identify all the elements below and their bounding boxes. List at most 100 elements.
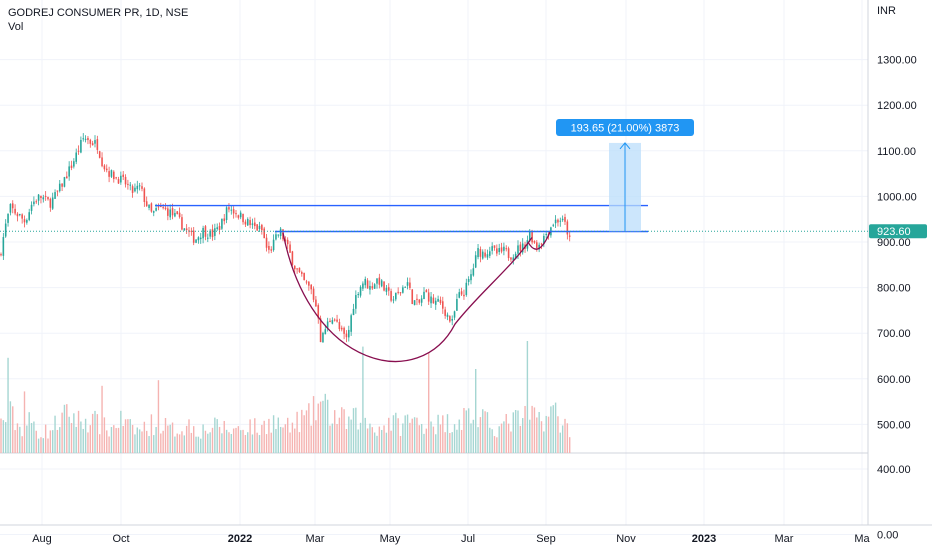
candle-body <box>467 279 470 282</box>
candle-body <box>68 166 70 177</box>
candle-body <box>395 292 397 300</box>
volume-bar <box>63 404 66 453</box>
volume-bar <box>496 437 498 453</box>
candle-body <box>145 201 148 207</box>
volume-bar <box>430 421 432 453</box>
candle-body <box>26 220 28 223</box>
candle-body <box>232 209 235 214</box>
volume-bar <box>122 426 124 453</box>
candle-body <box>75 152 77 162</box>
volume-bar <box>456 429 458 453</box>
candle-body <box>491 246 493 251</box>
candle-body <box>162 207 164 209</box>
candle-body <box>16 213 19 217</box>
candle-body <box>437 298 439 302</box>
chart-legend: GODREJ CONSUMER PR, 1D, NSE Vol <box>8 6 188 34</box>
candle-body <box>228 207 230 210</box>
measure-label-box <box>556 119 694 136</box>
volume-bar <box>479 417 482 453</box>
volume-bar <box>399 435 402 453</box>
volume-bar <box>390 430 392 453</box>
candle-body <box>19 214 21 216</box>
volume-bar <box>538 411 540 453</box>
candle-body <box>427 292 430 302</box>
volume-bar <box>207 433 209 453</box>
volume-bar <box>458 419 460 453</box>
candle-body <box>37 194 40 201</box>
price-axis[interactable]: 1300.00 1200.00 1100.00 1000.00 900.00 800.00… <box>869 5 927 542</box>
volume-bar <box>150 414 153 453</box>
volume-bar <box>503 421 505 453</box>
volume-bar <box>510 431 512 453</box>
volume-bar <box>296 411 298 453</box>
volume-bar <box>223 420 225 453</box>
volume-bar <box>247 432 249 453</box>
price-tick-label: 400.00 <box>877 464 911 476</box>
candle-body <box>160 206 162 208</box>
time-tick-label: Jul <box>461 533 475 545</box>
candle-body <box>289 244 291 253</box>
volume-bar <box>402 423 404 453</box>
candle-body <box>195 239 197 243</box>
volume-bar <box>218 426 221 453</box>
candle-body <box>110 170 113 177</box>
last-price-label: 923.60 <box>877 226 911 238</box>
candle-body <box>519 244 522 252</box>
candle-body <box>244 221 247 225</box>
candle-body <box>117 179 120 184</box>
candle-body <box>312 288 315 300</box>
time-tick-label: Oct <box>112 533 129 545</box>
candle-body <box>155 208 157 211</box>
volume-bar <box>2 420 5 453</box>
candle-body <box>340 327 343 330</box>
candle-body <box>514 253 517 260</box>
candle-body <box>178 212 181 218</box>
price-tick-label: 1200.00 <box>877 100 917 112</box>
candle-body <box>369 285 371 290</box>
volume-bar <box>362 346 364 453</box>
volume-bar <box>312 396 315 453</box>
volume-bar <box>185 425 188 453</box>
volume-bar <box>141 431 143 453</box>
price-tick-label: 0.00 <box>877 530 898 542</box>
volume-bar <box>87 432 89 453</box>
candle-body <box>413 300 416 306</box>
volume-bar <box>59 427 61 453</box>
volume-legend-label[interactable]: Vol <box>8 21 24 33</box>
symbol-title[interactable]: GODREJ CONSUMER PR, 1D, NSE <box>8 7 189 19</box>
candle-body <box>301 272 303 274</box>
volume-bar <box>463 408 465 453</box>
candle-body <box>434 300 437 305</box>
volume-bar <box>475 369 477 453</box>
volume-bar <box>357 429 359 453</box>
candle-body <box>308 281 310 286</box>
drawing-overlays[interactable]: 193.65 (21.00%) 3873 <box>0 119 868 363</box>
volume-bar <box>117 427 120 453</box>
volume-bar <box>561 425 564 453</box>
volume-bar <box>261 424 263 453</box>
candle-body <box>246 218 249 226</box>
time-axis[interactable]: Aug Oct 2022 Mar May Jul Sep Nov 2023 Mar Ma <box>32 533 870 545</box>
volume-bar <box>287 417 289 453</box>
candle-body <box>284 239 287 242</box>
currency-label: INR <box>877 5 896 17</box>
volume-bar <box>162 430 164 453</box>
candle-body <box>561 218 564 221</box>
volume-bar <box>167 425 169 453</box>
volume-bar <box>566 423 569 453</box>
volume-bar <box>143 421 146 453</box>
candle-body <box>348 329 350 338</box>
candle-body <box>373 284 376 289</box>
candle-body <box>474 255 477 268</box>
candle-body <box>329 320 331 323</box>
volume-bar <box>73 413 75 453</box>
candle-body <box>275 234 277 240</box>
candle-body <box>512 257 515 261</box>
volume-bar <box>270 432 272 453</box>
volume-bar <box>324 393 326 453</box>
candle-body <box>503 246 505 251</box>
candle-body <box>66 176 68 179</box>
candle-body <box>380 280 383 287</box>
volume-bar <box>204 430 207 453</box>
